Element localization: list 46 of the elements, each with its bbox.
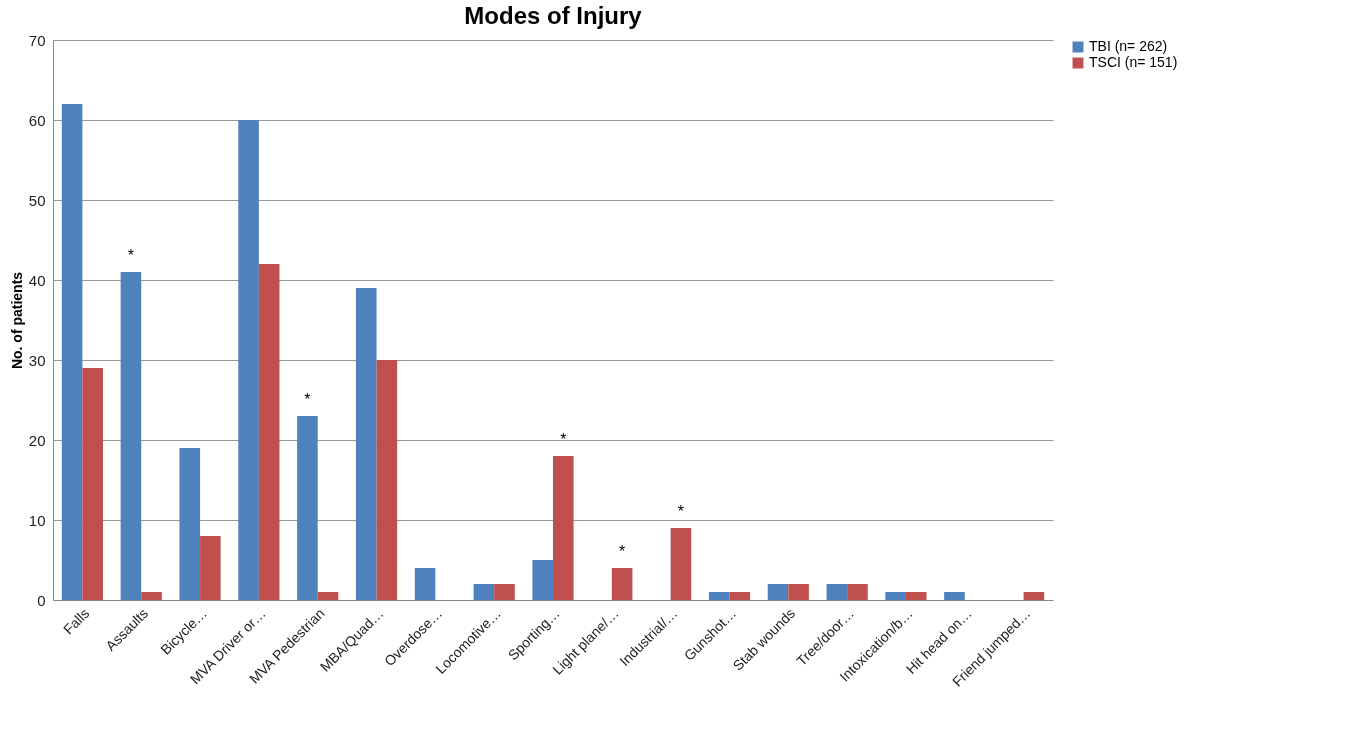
y-tick-label: 0: [37, 591, 46, 609]
bar: [61, 104, 83, 600]
annotation: *: [127, 247, 135, 264]
y-tick-label: 10: [28, 511, 46, 529]
y-axis-title: No. of patients: [8, 271, 25, 370]
bar: [494, 584, 515, 600]
bar: [317, 592, 339, 600]
bar: [1023, 592, 1045, 600]
y-tick-label: 70: [28, 31, 46, 49]
chart-title: Modes of Injury: [464, 2, 643, 29]
bar: [200, 536, 221, 600]
y-tick-label: 50: [28, 191, 46, 209]
bar: [120, 272, 142, 600]
bar: [258, 264, 280, 600]
bar: [944, 592, 965, 600]
bar: [767, 584, 789, 600]
annotation: *: [619, 543, 626, 560]
bar: [885, 592, 906, 600]
bar: [729, 592, 751, 600]
bar: [141, 592, 162, 600]
bar: [473, 584, 495, 600]
legend-label: TSCI (n= 151): [1089, 54, 1178, 70]
bar: [532, 560, 553, 600]
annotation: *: [560, 431, 567, 448]
bar: [826, 584, 848, 600]
bar: [847, 584, 868, 600]
bar: [297, 416, 318, 600]
annotation: *: [304, 391, 311, 408]
bar: [82, 368, 103, 600]
bar: [376, 360, 398, 600]
legend-label: TBI (n= 262): [1089, 38, 1168, 54]
annotation: *: [677, 503, 685, 520]
y-tick-label: 30: [28, 351, 46, 369]
bar: [670, 528, 692, 600]
bar: [355, 288, 377, 600]
bar: [611, 568, 633, 600]
bar: [553, 456, 574, 600]
bar: [708, 592, 730, 600]
bar: [414, 568, 436, 600]
y-tick-label: 40: [28, 271, 46, 289]
y-tick-label: 20: [28, 431, 46, 449]
bar: [179, 448, 201, 600]
bar: [905, 592, 927, 600]
y-tick-label: 60: [28, 111, 46, 129]
bar: [238, 120, 259, 600]
bar: [788, 584, 809, 600]
